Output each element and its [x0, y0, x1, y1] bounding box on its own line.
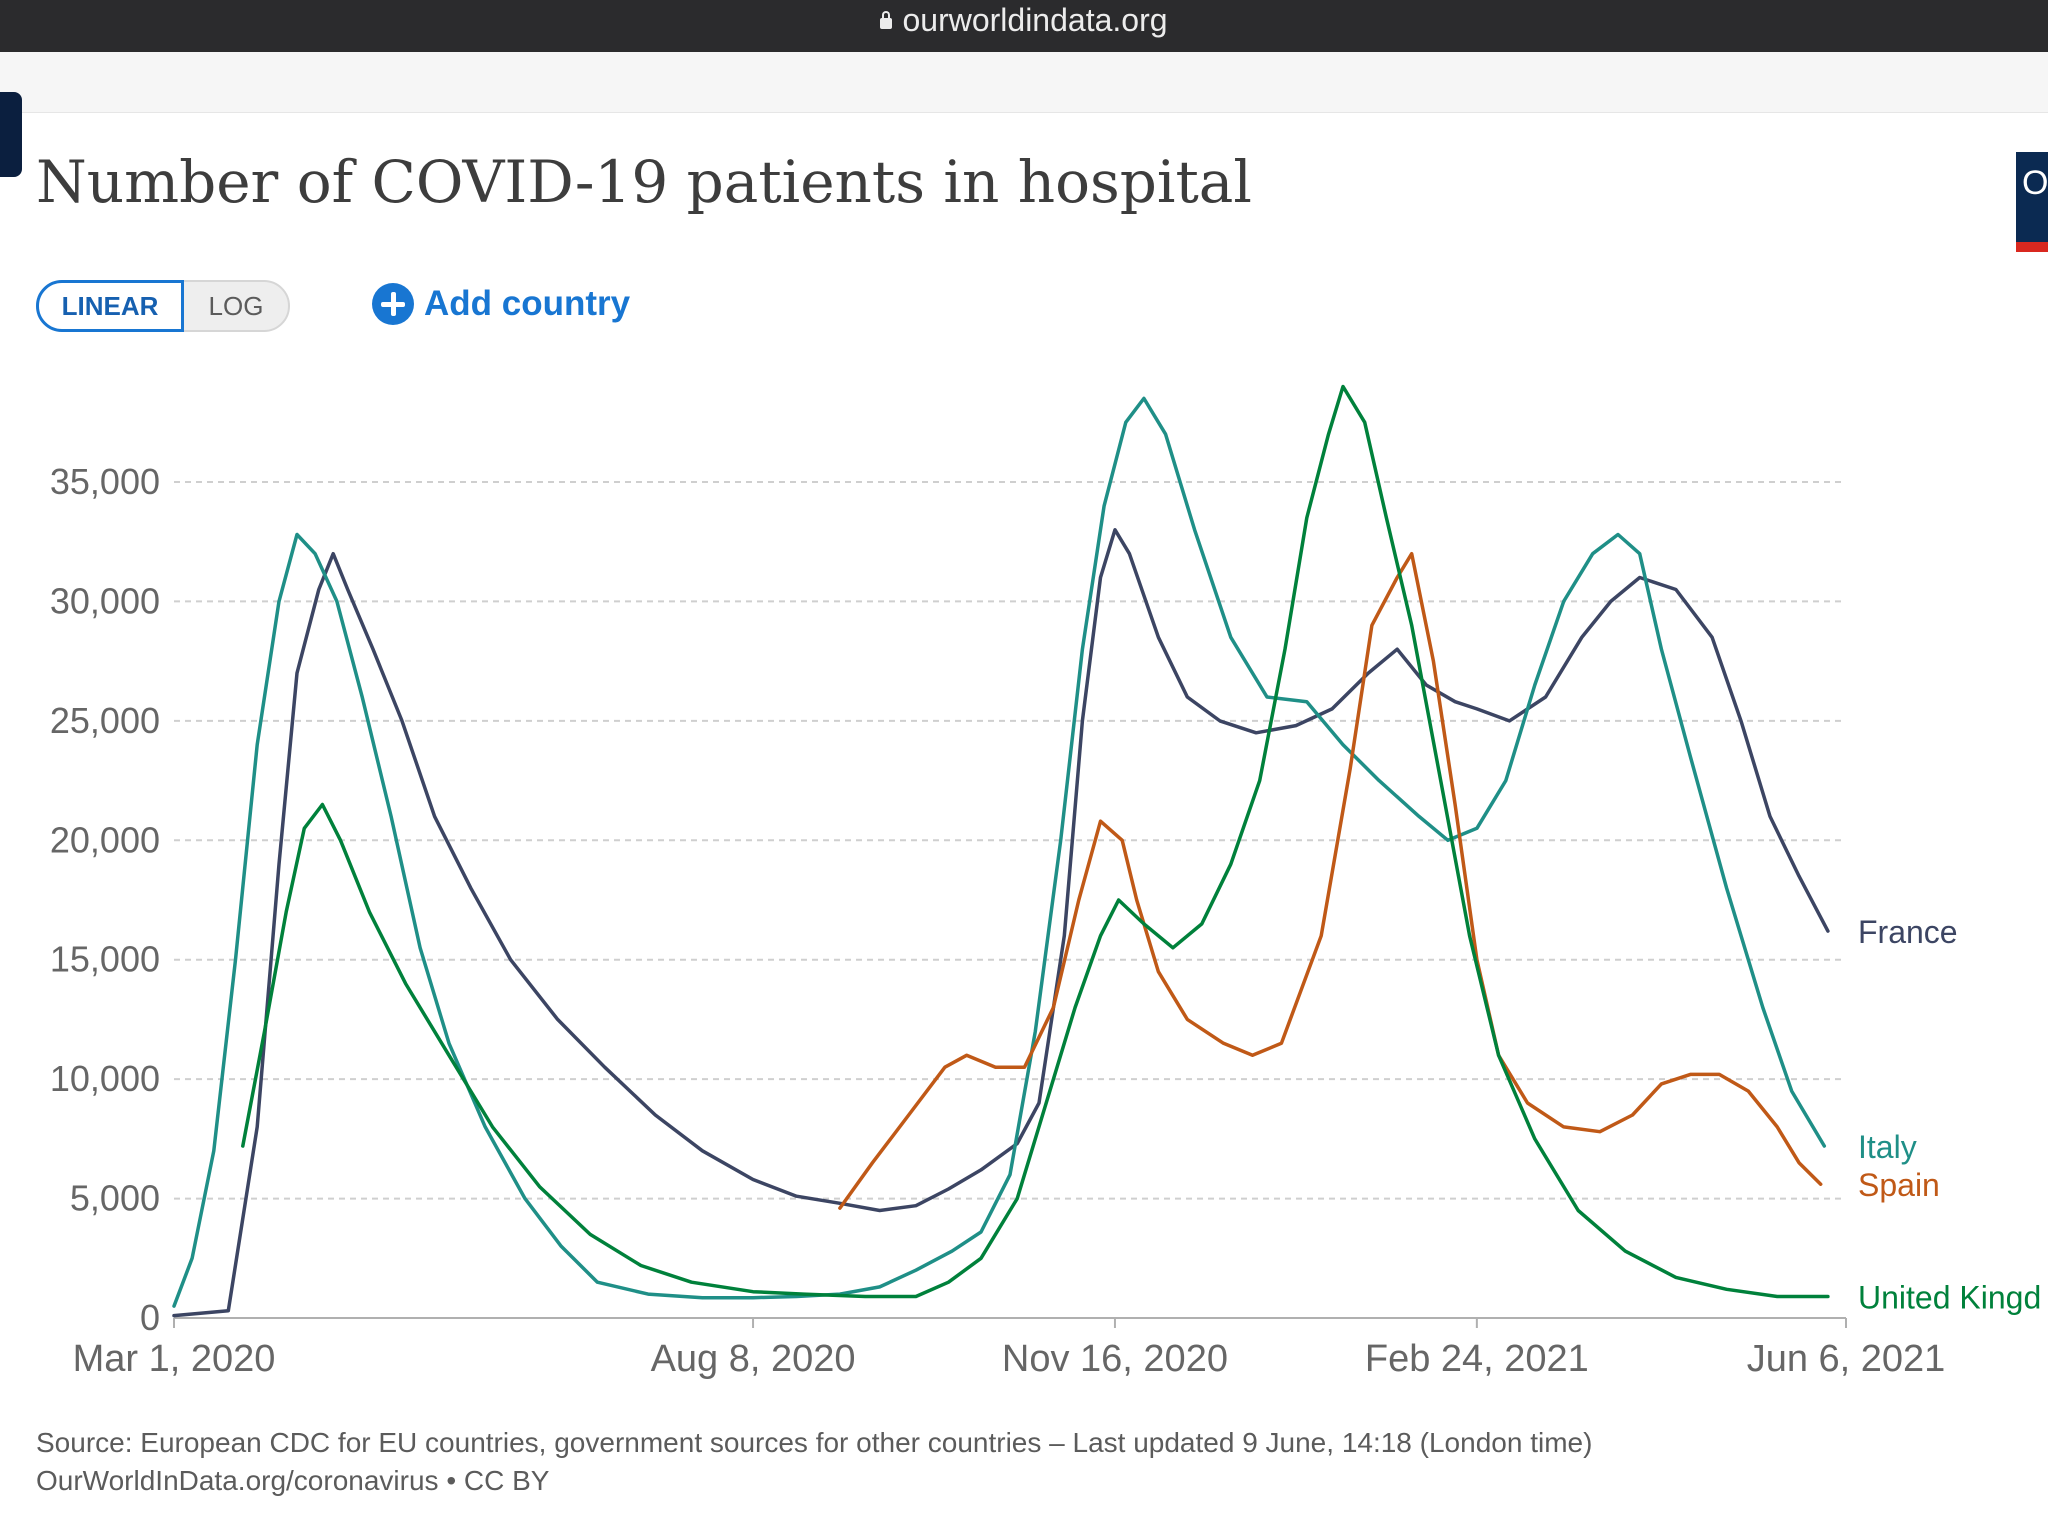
series-label: United Kingd	[1858, 1280, 2041, 1316]
log-scale-button[interactable]: LOG	[208, 290, 264, 321]
add-country-button[interactable]: Add country	[372, 278, 630, 330]
owid-logo-badge[interactable]: O	[2016, 152, 2048, 252]
url-text[interactable]: ourworldindata.org	[0, 2, 2048, 39]
side-tab[interactable]	[0, 92, 22, 177]
license-line[interactable]: OurWorldInData.org/coronavirus • CC BY	[36, 1465, 550, 1496]
x-tick-label: Feb 24, 2021	[1365, 1338, 1589, 1380]
badge-stripe	[2016, 242, 2048, 252]
linear-scale-button[interactable]: LINEAR	[36, 280, 184, 332]
series-label: France	[1858, 914, 1958, 950]
y-tick-label: 30,000	[50, 580, 160, 621]
series-line	[838, 551, 1823, 1210]
source-note: Source: European CDC for EU countries, g…	[36, 1424, 1592, 1500]
x-tick-label: Aug 8, 2020	[651, 1338, 856, 1380]
x-tick-label: Jun 6, 2021	[1747, 1338, 1946, 1380]
browser-address-bar: ourworldindata.org	[0, 0, 2048, 52]
x-tick-label: Nov 16, 2020	[1002, 1338, 1228, 1380]
hospital-patients-chart: 0 5,000 10,000 15,000 20,000 25,000 30,000 35,0…	[50, 384, 2041, 1380]
series-label: Spain	[1858, 1167, 1940, 1203]
y-tick-label: 15,000	[50, 939, 160, 980]
browser-subbar	[0, 52, 2048, 113]
source-line: Source: European CDC for EU countries, g…	[36, 1427, 1593, 1458]
plus-circle-icon	[372, 283, 414, 325]
lock-icon	[880, 11, 893, 29]
add-country-label: Add country	[424, 284, 631, 323]
url-label: ourworldindata.org	[902, 2, 1168, 38]
page-title: Number of COVID-19 patients in hospital	[36, 148, 1252, 216]
badge-letter: O	[2022, 164, 2048, 202]
series-line	[172, 396, 1827, 1308]
y-tick-label: 20,000	[50, 819, 160, 860]
series-line	[241, 384, 1830, 1299]
y-tick-label: 25,000	[50, 700, 160, 741]
scale-toggle: LINEAR LOG	[36, 280, 290, 332]
y-tick-label: 0	[140, 1297, 160, 1338]
y-tick-label: 35,000	[50, 461, 160, 502]
x-tick-label: Mar 1, 2020	[73, 1338, 276, 1380]
y-tick-label: 10,000	[50, 1058, 160, 1099]
series-label: Italy	[1858, 1129, 1917, 1165]
y-tick-label: 5,000	[70, 1178, 160, 1219]
series-line	[172, 528, 1830, 1318]
